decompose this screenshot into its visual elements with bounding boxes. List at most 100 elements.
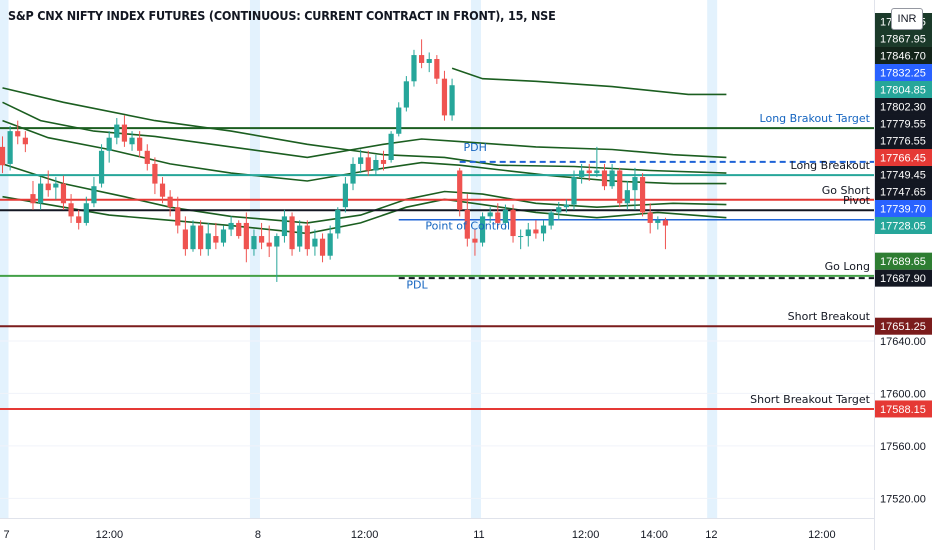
candle: [251, 229, 257, 256]
candle: [472, 229, 478, 256]
candle-body: [609, 170, 615, 187]
candle: [213, 222, 219, 250]
candle-body: [98, 150, 105, 184]
candle: [205, 222, 211, 256]
candle: [167, 190, 173, 217]
candle-body: [388, 133, 394, 160]
candle-body: [319, 238, 326, 256]
price-label: 17739.70: [875, 199, 932, 217]
candle: [7, 125, 13, 171]
candle: [525, 222, 531, 247]
price-label-box: [875, 317, 932, 335]
price-label: 17588.15: [875, 400, 932, 418]
candle: [60, 175, 67, 210]
candle: [281, 209, 288, 243]
candle-body: [342, 183, 348, 208]
annotations: PDH Point of Control PDL: [406, 141, 510, 292]
candle: [190, 220, 196, 252]
chart-title: S&P CNX NIFTY INDEX FUTURES (CONTINUOUS:…: [8, 8, 556, 23]
candle: [449, 78, 455, 121]
candle: [457, 167, 463, 217]
candle-body: [22, 137, 28, 145]
price-label-box: [875, 252, 932, 270]
price-label-box: [875, 97, 932, 115]
candle: [548, 209, 554, 230]
candle-body: [556, 207, 562, 213]
chart-annotation: Point of Control: [425, 219, 510, 232]
candle-body: [358, 157, 364, 164]
candle-body: [479, 216, 486, 243]
candle: [30, 180, 36, 210]
candle-body: [106, 137, 112, 151]
price-label: 17687.90: [875, 269, 932, 287]
candle: [358, 149, 364, 174]
price-label-box: [875, 63, 932, 81]
candle: [373, 154, 379, 176]
candle-body: [495, 212, 501, 223]
candle: [624, 180, 630, 210]
candle: [487, 207, 493, 223]
candle: [266, 225, 272, 258]
moving-average-line: [2, 195, 727, 235]
price-label: 17867.95: [875, 29, 932, 47]
session-shading: [0, 0, 718, 518]
candle: [518, 229, 524, 250]
candle: [464, 194, 470, 247]
candle-body: [396, 107, 402, 134]
candle-body: [312, 238, 318, 247]
candle-body: [624, 190, 630, 204]
moving-average-line: [2, 87, 727, 174]
candle-body: [464, 209, 470, 239]
candle-body: [7, 131, 13, 164]
price-label-text: 17802.30: [880, 101, 926, 113]
candle: [434, 55, 440, 84]
candle-body: [83, 203, 89, 223]
candle: [556, 201, 562, 221]
time-tick-label: 11: [473, 529, 484, 541]
price-label-text: 17766.45: [880, 152, 926, 164]
price-label: 17747.65: [875, 182, 932, 200]
candle-body: [601, 170, 608, 187]
candle-body: [38, 183, 44, 204]
level-labels: Long Brakout Target Long Breakout Go Short…: [750, 112, 871, 406]
candle-body: [289, 216, 295, 250]
candle-body: [159, 183, 166, 197]
grid: [0, 340, 874, 499]
candle: [0, 136, 6, 174]
price-label-box: [875, 182, 932, 200]
candle: [304, 220, 310, 256]
candle: [182, 216, 188, 256]
price-label-text: 17739.70: [880, 203, 926, 215]
price-label: 17802.30: [875, 97, 932, 115]
candle: [335, 207, 341, 239]
candle-body: [121, 124, 128, 142]
candle: [342, 177, 348, 213]
session-shade: [249, 0, 260, 518]
candle-body: [91, 186, 97, 204]
moving-average-line: [451, 67, 727, 96]
candle: [76, 209, 82, 230]
candle: [350, 157, 356, 191]
candle: [411, 49, 417, 87]
candle: [510, 204, 516, 243]
candle: [594, 146, 600, 178]
price-label-box: [875, 80, 932, 98]
candle-body: [449, 85, 455, 116]
price-label-text: 17747.65: [880, 186, 926, 198]
candle-body: [68, 203, 74, 217]
candle: [419, 39, 425, 69]
candle-body: [274, 236, 280, 247]
candle: [45, 170, 51, 197]
candle: [159, 177, 166, 204]
candle-body: [655, 220, 661, 223]
price-label-box: [875, 199, 932, 217]
candle: [144, 144, 150, 171]
candles: [0, 39, 669, 282]
candle-body: [198, 225, 204, 250]
currency-button[interactable]: INR: [891, 8, 923, 30]
candle-body: [114, 124, 120, 138]
price-label-text: 17588.15: [880, 404, 926, 416]
candle: [426, 52, 432, 73]
price-label: 17776.55: [875, 131, 932, 149]
